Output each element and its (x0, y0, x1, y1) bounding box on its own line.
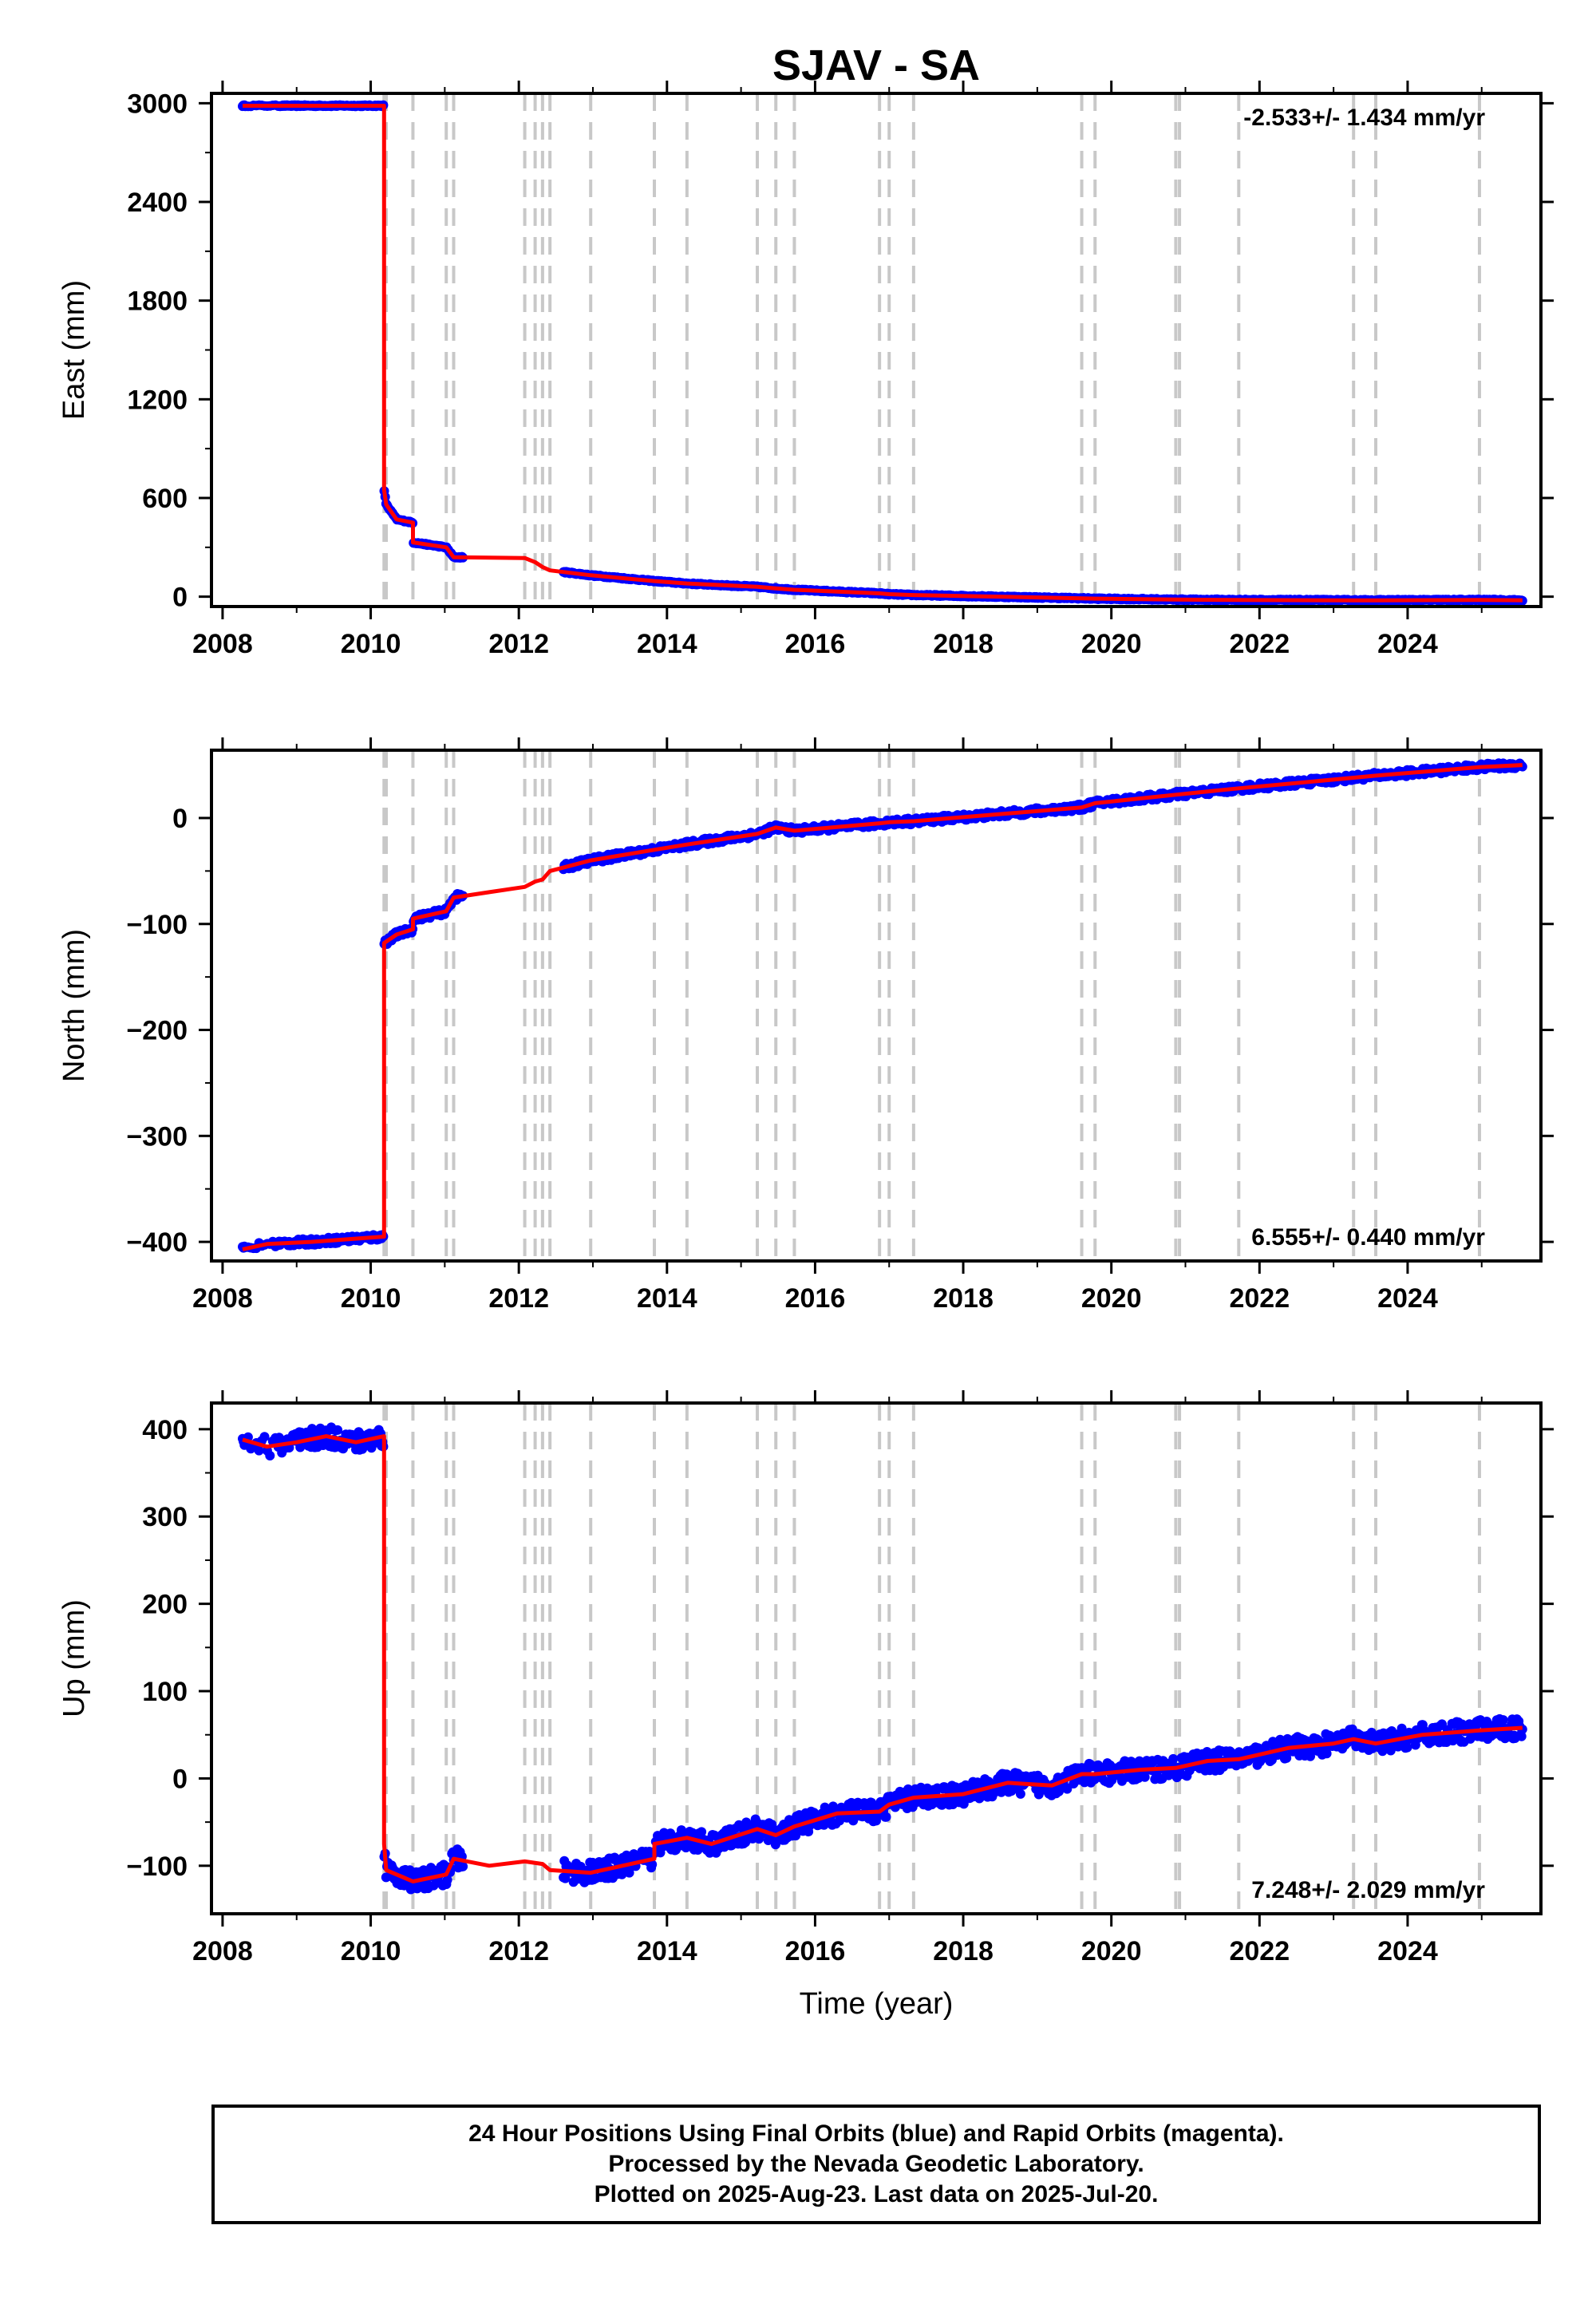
footer-box: 24 Hour Positions Using Final Orbits (bl… (211, 2105, 1541, 2224)
data-point (617, 1869, 627, 1879)
y-tick-label: 200 (142, 1590, 188, 1620)
model-line-up (242, 1434, 1523, 1883)
x-tick-label: 2016 (785, 1283, 846, 1314)
x-tick-label: 2020 (1081, 629, 1142, 659)
x-tick-label: 2020 (1081, 1936, 1142, 1966)
data-point (1321, 1749, 1332, 1759)
data-point (254, 1445, 264, 1456)
y-tick-label: −100 (126, 1852, 188, 1882)
model-line-east (243, 104, 1523, 603)
rate-label-up: 7.248+/- 2.029 mm/yr (1251, 1877, 1485, 1903)
data-point (1282, 1753, 1292, 1763)
data-point (791, 1831, 801, 1841)
y-tick-label: 0 (172, 1764, 188, 1794)
data-point (1062, 1784, 1073, 1794)
panel-east: 0 600 1200 1800 2400 3000 2008 2010 2012 2014 2016… (57, 81, 1554, 659)
data-point (560, 1873, 571, 1883)
x-tick-label: 2024 (1377, 629, 1438, 659)
data-point (265, 1451, 275, 1460)
panel-north: −400 −300 −200 −100 0 2008 2010 2012 2014 2016 201… (57, 737, 1554, 1314)
x-tick-label: 2022 (1229, 629, 1290, 659)
panel-background (211, 1403, 1541, 1914)
x-tick-label: 2018 (933, 1283, 994, 1314)
y-tick-label: 0 (172, 804, 188, 834)
x-tick-label: 2008 (192, 629, 253, 659)
y-axis-title-east: East (mm) (57, 280, 91, 420)
x-tick-label: 2010 (341, 1283, 401, 1314)
data-point (333, 1425, 343, 1435)
y-tick-label: −400 (126, 1227, 188, 1258)
x-tick-label: 2024 (1377, 1936, 1438, 1966)
panel-background (211, 750, 1541, 1261)
y-tick-label: 1800 (127, 287, 188, 317)
data-point (1202, 1747, 1212, 1757)
data-point (1516, 1731, 1527, 1741)
panel-frame (210, 1401, 1543, 1915)
y-tick-label: 600 (142, 484, 188, 514)
rate-label-east: -2.533+/- 1.434 mm/yr (1243, 105, 1485, 131)
data-point (647, 1860, 658, 1870)
model-line-north (242, 763, 1523, 1251)
x-tick-label: 2016 (785, 1936, 846, 1966)
y-tick-label: −200 (126, 1016, 188, 1046)
y-tick-label: −100 (126, 910, 188, 940)
rate-label-north: 6.555+/- 0.440 mm/yr (1251, 1224, 1485, 1251)
y-tick-label: −300 (126, 1121, 188, 1152)
data-point (1168, 1753, 1179, 1764)
footer-line-2: Processed by the Nevada Geodetic Laborat… (608, 2151, 1144, 2177)
data-points-east (238, 100, 1527, 606)
panel-up: −100 0 100 200 300 400 2008 2010 2012 2014 2016 201… (57, 1390, 1554, 1966)
x-tick-label: 2014 (637, 1283, 697, 1314)
x-tick-label: 2008 (192, 1283, 253, 1314)
data-point (1253, 1743, 1263, 1753)
y-tick-label: 2400 (127, 188, 188, 218)
data-point (666, 1828, 676, 1839)
x-axis-title: Time (year) (800, 1987, 954, 2021)
x-tick-label: 2008 (192, 1936, 253, 1966)
chart-title: SJAV - SA (772, 41, 980, 89)
x-tick-label: 2024 (1377, 1283, 1438, 1314)
data-point (1140, 1772, 1150, 1782)
data-point (458, 1861, 468, 1871)
data-point (881, 1812, 891, 1822)
x-tick-label: 2014 (637, 1936, 697, 1966)
data-point (1402, 1742, 1412, 1753)
data-point (442, 1875, 452, 1885)
panel-background (211, 93, 1541, 607)
x-tick-label: 2014 (637, 629, 697, 659)
y-tick-label: 3000 (127, 89, 188, 119)
x-tick-label: 2016 (785, 629, 846, 659)
x-tick-label: 2020 (1081, 1283, 1142, 1314)
x-tick-label: 2018 (933, 1936, 994, 1966)
y-tick-label: 300 (142, 1502, 188, 1532)
x-tick-label: 2022 (1229, 1936, 1290, 1966)
data-point (697, 1827, 707, 1837)
x-tick-label: 2012 (488, 1283, 549, 1314)
x-tick-label: 2012 (488, 1936, 549, 1966)
data-point (259, 1432, 270, 1442)
y-tick-label: 100 (142, 1677, 188, 1707)
panel-frame (210, 749, 1543, 1263)
y-axis-title-up: Up (mm) (57, 1599, 91, 1717)
y-tick-label: 0 (172, 583, 188, 613)
data-points-north (238, 758, 1527, 1254)
x-tick-label: 2018 (933, 629, 994, 659)
footer-line-3: Plotted on 2025-Aug-23. Last data on 202… (594, 2181, 1159, 2207)
data-point (1498, 1715, 1508, 1725)
y-tick-label: 400 (142, 1415, 188, 1445)
data-point (1385, 1745, 1396, 1756)
footer-line-1: 24 Hour Positions Using Final Orbits (bl… (468, 2120, 1284, 2147)
x-tick-label: 2012 (488, 629, 549, 659)
x-tick-label: 2022 (1229, 1283, 1290, 1314)
y-tick-label: 1200 (127, 385, 188, 415)
data-point (1015, 1788, 1025, 1799)
data-point (835, 1816, 844, 1826)
data-points-up (238, 1422, 1527, 1895)
x-tick-label: 2010 (341, 1936, 401, 1966)
x-tick-label: 2010 (341, 629, 401, 659)
y-axis-title-north: North (mm) (57, 929, 91, 1082)
data-point (295, 1442, 306, 1452)
